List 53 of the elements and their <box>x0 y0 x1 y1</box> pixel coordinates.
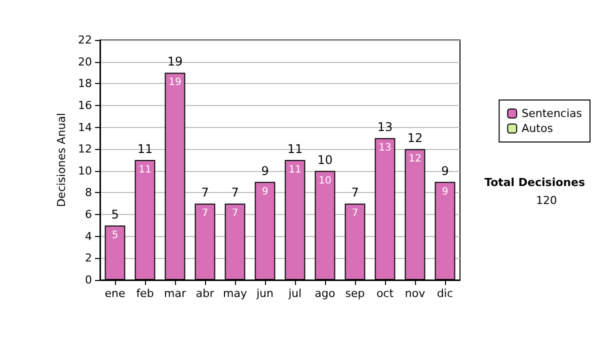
total-label: 19 <box>167 54 183 69</box>
data-label: 7 <box>202 208 208 220</box>
y-tick-label: 16 <box>78 98 92 112</box>
x-tick-label: may <box>223 287 248 300</box>
x-tick-label: sep <box>345 287 365 300</box>
y-tick-label: 20 <box>78 55 92 68</box>
data-label: 9 <box>442 186 448 198</box>
x-tick-label: ene <box>104 287 126 300</box>
y-tick-label: 14 <box>78 120 92 134</box>
data-label: 5 <box>112 230 118 241</box>
x-tick-label: feb <box>136 287 154 300</box>
data-label: 11 <box>288 164 302 176</box>
x-tick-label: mar <box>164 287 186 300</box>
y-tick-label: 10 <box>78 164 92 178</box>
y-tick-label: 6 <box>85 208 92 222</box>
y-tick-label: 4 <box>85 230 92 243</box>
data-label: 11 <box>138 164 152 176</box>
total-label: 10 <box>317 152 333 167</box>
y-tick-label: 2 <box>85 252 92 265</box>
data-label: 9 <box>262 186 268 198</box>
x-tick-label: jul <box>287 287 302 300</box>
legend-label: Autos <box>522 122 554 135</box>
x-tick-label: nov <box>404 287 426 300</box>
total-label: 13 <box>377 120 393 134</box>
data-label: 13 <box>378 142 392 154</box>
total-label: 7 <box>201 186 209 200</box>
total-label: 11 <box>287 142 303 156</box>
data-label: 7 <box>352 208 358 220</box>
x-tick-label: jun <box>256 287 274 300</box>
data-label: 7 <box>232 208 238 220</box>
data-label: 12 <box>408 154 422 165</box>
data-label: 19 <box>168 77 182 88</box>
legend-label: Sentencias <box>522 107 582 120</box>
y-tick-label: 8 <box>85 186 92 200</box>
total-label: 9 <box>441 164 449 178</box>
total-label: 11 <box>137 142 153 156</box>
text: Total Decisiones <box>484 176 586 189</box>
total-label: 9 <box>261 164 269 178</box>
x-tick-label: ago <box>314 287 336 300</box>
text: 120 <box>536 194 558 207</box>
y-tick-label: 0 <box>85 274 92 286</box>
total-label: 5 <box>111 207 119 222</box>
x-tick-label: dic <box>436 287 454 300</box>
y-axis-title: Decisiones Anual <box>55 112 68 208</box>
x-tick-label: abr <box>196 287 215 300</box>
x-tick-label: oct <box>376 287 394 300</box>
data-label: 10 <box>318 175 332 186</box>
total-label: 7 <box>351 186 359 200</box>
y-tick-label: 12 <box>78 142 92 156</box>
y-tick-label: 22 <box>78 34 92 46</box>
total-label: 7 <box>231 186 239 200</box>
y-tick-label: 18 <box>78 77 92 90</box>
total-label: 12 <box>407 131 423 146</box>
